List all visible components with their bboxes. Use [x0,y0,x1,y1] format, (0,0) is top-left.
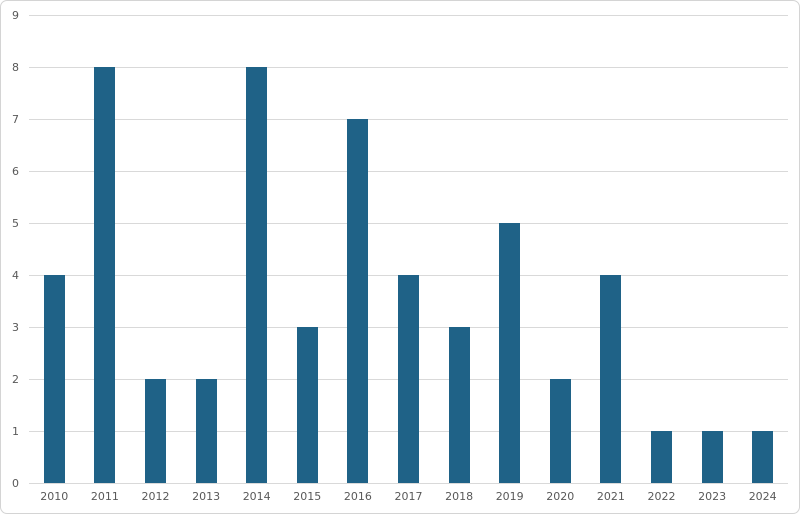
y-axis-tick-label: 4 [12,269,19,282]
x-axis-tick-label-2015: 2015 [293,490,322,503]
x-axis-tick-label-2020: 2020 [546,490,575,503]
bar-2012 [145,379,166,483]
x-axis-tick-label-2011: 2011 [90,490,119,503]
bar-2016 [347,119,369,483]
x-axis-tick-label-2012: 2012 [141,490,170,503]
x-axis-tick-label-2022: 2022 [647,490,676,503]
bar-2010 [43,275,65,483]
y-axis-tick-label: 0 [12,477,19,490]
gridline-y-5 [29,222,788,224]
gridline-y-8 [29,66,788,68]
y-axis-tick-label: 1 [12,425,19,438]
bar-2014 [246,67,268,483]
plot-area [29,14,788,484]
y-axis-tick-label: 9 [12,9,19,22]
x-axis-tick-label-2024: 2024 [748,490,777,503]
y-axis-tick-label: 5 [12,217,19,230]
x-axis-tick-label-2021: 2021 [596,490,625,503]
bar-2023 [701,431,723,483]
y-axis-tick-label: 8 [12,61,19,74]
bar-2011 [94,67,116,483]
x-axis-tick-label-2019: 2019 [495,490,524,503]
bar-2017 [398,275,419,483]
bar-2020 [549,379,571,483]
bar-2018 [448,327,470,483]
y-axis-tick-label: 6 [12,165,19,178]
x-axis-tick-label-2014: 2014 [242,490,271,503]
x-axis-tick-label-2023: 2023 [698,490,727,503]
x-axis-tick-label-2013: 2013 [192,490,221,503]
y-axis-tick-label: 7 [12,113,19,126]
bar-2015 [296,327,318,483]
bar-2019 [499,223,521,483]
gridline-y-0 [29,482,788,484]
gridline-y-6 [29,170,788,172]
bar-2022 [651,431,672,483]
y-axis-tick-label: 3 [12,321,19,334]
bar-2021 [600,275,622,483]
x-axis-tick-label-2018: 2018 [445,490,474,503]
x-axis-tick-label-2016: 2016 [343,490,372,503]
bar-2024 [752,431,774,483]
gridline-y-9 [29,14,788,16]
y-axis-tick-label: 2 [12,373,19,386]
x-axis-tick-label-2010: 2010 [40,490,69,503]
x-axis-tick-label-2017: 2017 [394,490,423,503]
bar-2013 [195,379,217,483]
gridline-y-7 [29,118,788,120]
